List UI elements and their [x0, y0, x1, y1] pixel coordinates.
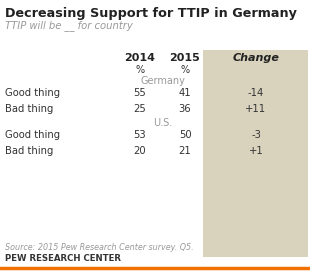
Text: Source: 2015 Pew Research Center survey. Q5.: Source: 2015 Pew Research Center survey.…: [5, 243, 194, 252]
Text: TTIP will be __ for country: TTIP will be __ for country: [5, 20, 133, 31]
Text: Bad thing: Bad thing: [5, 104, 53, 114]
Text: 50: 50: [179, 130, 191, 140]
Text: PEW RESEARCH CENTER: PEW RESEARCH CENTER: [5, 254, 121, 263]
Text: Good thing: Good thing: [5, 130, 60, 140]
Text: 36: 36: [179, 104, 191, 114]
Text: %: %: [135, 65, 144, 75]
Text: Good thing: Good thing: [5, 88, 60, 98]
Text: +11: +11: [246, 104, 267, 114]
Text: 25: 25: [134, 104, 146, 114]
Text: 2014: 2014: [125, 53, 156, 63]
Text: 53: 53: [134, 130, 146, 140]
Text: -3: -3: [251, 130, 261, 140]
Bar: [203, 50, 308, 257]
Text: %: %: [180, 65, 189, 75]
Text: Change: Change: [232, 53, 279, 63]
Text: -14: -14: [248, 88, 264, 98]
Text: 41: 41: [179, 88, 191, 98]
Text: 20: 20: [134, 146, 146, 156]
Text: 2015: 2015: [170, 53, 200, 63]
Text: Decreasing Support for TTIP in Germany: Decreasing Support for TTIP in Germany: [5, 7, 297, 20]
Text: 55: 55: [134, 88, 146, 98]
Text: Germany: Germany: [140, 76, 185, 86]
Text: Bad thing: Bad thing: [5, 146, 53, 156]
Text: +1: +1: [249, 146, 264, 156]
Text: 21: 21: [179, 146, 191, 156]
Text: U.S.: U.S.: [153, 118, 172, 128]
